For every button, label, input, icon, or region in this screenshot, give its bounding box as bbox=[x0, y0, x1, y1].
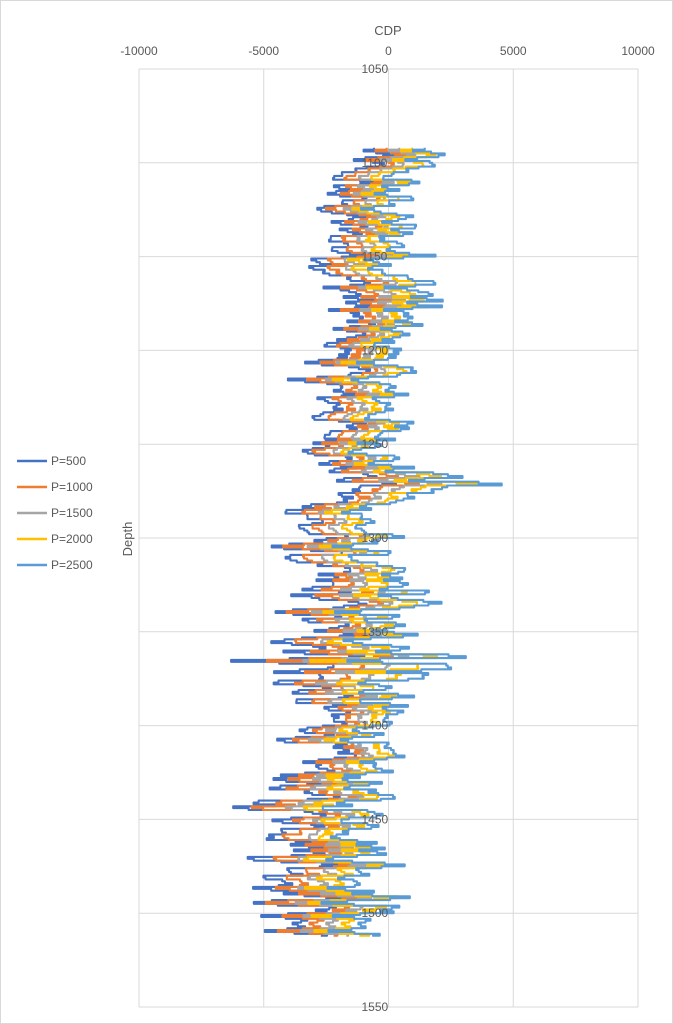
y-tick-label: 1400 bbox=[362, 719, 389, 733]
legend-label: P=1000 bbox=[51, 480, 93, 494]
y-tick-label: 1050 bbox=[362, 62, 389, 76]
x-tick-labels: -10000 -5000 0 5000 10000 bbox=[120, 44, 655, 58]
y-tick-label: 1500 bbox=[362, 906, 389, 920]
x-tick-label: 5000 bbox=[500, 44, 527, 58]
series-line-5 bbox=[320, 147, 503, 937]
y-tick-label: 1550 bbox=[362, 1000, 389, 1014]
x-tick-label: -5000 bbox=[248, 44, 279, 58]
legend: P=500 P=1000 P=1500 P=2000 P=2500 bbox=[17, 454, 93, 572]
legend-label: P=2500 bbox=[51, 558, 93, 572]
y-tick-label: 1300 bbox=[362, 531, 389, 545]
y-tick-labels: 1050 1100 1150 1200 1250 1300 1350 1400 1450 1500… bbox=[362, 62, 389, 1014]
y-tick-label: 1250 bbox=[362, 437, 389, 451]
x-tick-label: 10000 bbox=[621, 44, 655, 58]
legend-label: P=500 bbox=[51, 454, 86, 468]
series-lines bbox=[230, 147, 503, 937]
y-tick-label: 1350 bbox=[362, 625, 389, 639]
x-axis-title: CDP bbox=[374, 23, 401, 38]
y-tick-label: 1450 bbox=[362, 812, 389, 826]
legend-label: P=1500 bbox=[51, 506, 93, 520]
x-tick-label: 0 bbox=[385, 44, 392, 58]
y-tick-label: 1100 bbox=[362, 156, 388, 170]
y-tick-label: 1200 bbox=[362, 343, 389, 357]
y-tick-label: 1150 bbox=[362, 250, 388, 264]
x-tick-label: -10000 bbox=[120, 44, 158, 58]
series-line-4 bbox=[302, 147, 481, 937]
y-axis-title: Depth bbox=[120, 522, 135, 557]
legend-label: P=2000 bbox=[51, 532, 93, 546]
